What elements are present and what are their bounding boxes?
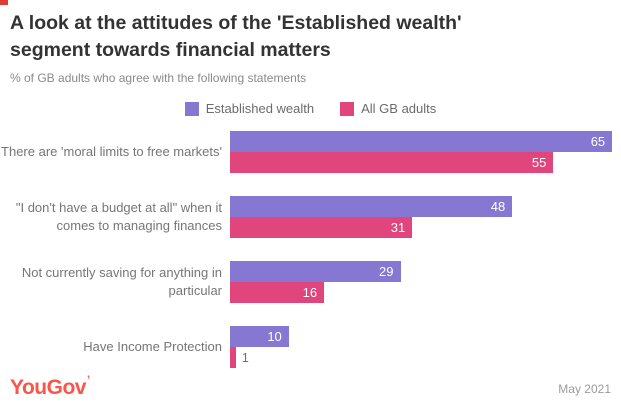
category-label: "I don't have a budget at all" when it c… [15, 200, 222, 233]
page-title: A look at the attitudes of the 'Establis… [10, 10, 462, 64]
bar-track: 65 [230, 131, 621, 152]
bar-track: 48 [230, 196, 621, 217]
bar-established-wealth: 10 [230, 326, 289, 347]
bar-group: 65 55 [230, 131, 621, 173]
chart-row: There are 'moral limits to free markets'… [0, 131, 621, 173]
bar-value: 65 [590, 134, 606, 149]
bar-established-wealth: 29 [230, 261, 401, 282]
bar-group: 10 1 [230, 326, 621, 368]
bar-value: 29 [379, 264, 394, 279]
yougov-logo-text: YouGov [10, 376, 86, 399]
bar-all-gb-adults [230, 347, 236, 368]
bar-value: 31 [390, 220, 406, 235]
chart-legend: Established wealth All GB adults [0, 101, 621, 116]
page-title-line1: A look at the attitudes of the 'Establis… [10, 12, 462, 34]
page-title-line2: segment towards financial matters [10, 38, 331, 61]
bar-group: 48 31 [230, 196, 621, 238]
bar-track: 31 [230, 217, 621, 238]
legend-item-all-gb-adults: All GB adults [340, 101, 436, 116]
bar-established-wealth: 65 [230, 131, 613, 152]
bar-all-gb-adults: 16 [230, 282, 325, 303]
legend-swatch [184, 101, 199, 116]
bar-value: 16 [302, 285, 318, 300]
bar-track: 1 [230, 347, 621, 368]
category-label: There are 'moral limits to free markets' [1, 144, 222, 160]
bar-all-gb-adults: 31 [230, 217, 413, 238]
bar-value: 55 [531, 155, 547, 170]
bar-all-gb-adults: 55 [230, 152, 554, 173]
bar-value: 10 [267, 329, 282, 344]
category-label: Have Income Protection [83, 339, 222, 355]
chart-row: "I don't have a budget at all" when it c… [0, 196, 621, 238]
chart-date: May 2021 [558, 382, 611, 396]
bar-track: 10 [230, 326, 621, 347]
bar-track: 55 [230, 152, 621, 173]
legend-swatch [340, 101, 355, 116]
yougov-logo: YouGov’ [10, 374, 90, 400]
chart-row: Have Income Protection 10 1 [0, 326, 621, 368]
chart-row: Not currently saving for anything in par… [0, 261, 621, 303]
brand-corner-mark [0, 0, 8, 5]
legend-label: Established wealth [205, 101, 315, 116]
yougov-logo-tick-icon: ’ [86, 374, 90, 386]
bar-chart: There are 'moral limits to free markets'… [0, 131, 621, 391]
bar-track: 29 [230, 261, 621, 282]
bar-value-outside: 1 [241, 350, 249, 365]
category-label: Not currently saving for anything in par… [21, 265, 222, 298]
chart-subtitle: % of GB adults who agree with the follow… [10, 71, 307, 85]
bar-group: 29 16 [230, 261, 621, 303]
legend-item-established-wealth: Established wealth [184, 101, 315, 116]
bar-value: 48 [490, 199, 506, 214]
bar-track: 16 [230, 282, 621, 303]
legend-label: All GB adults [361, 101, 437, 116]
bar-established-wealth: 48 [230, 196, 513, 217]
